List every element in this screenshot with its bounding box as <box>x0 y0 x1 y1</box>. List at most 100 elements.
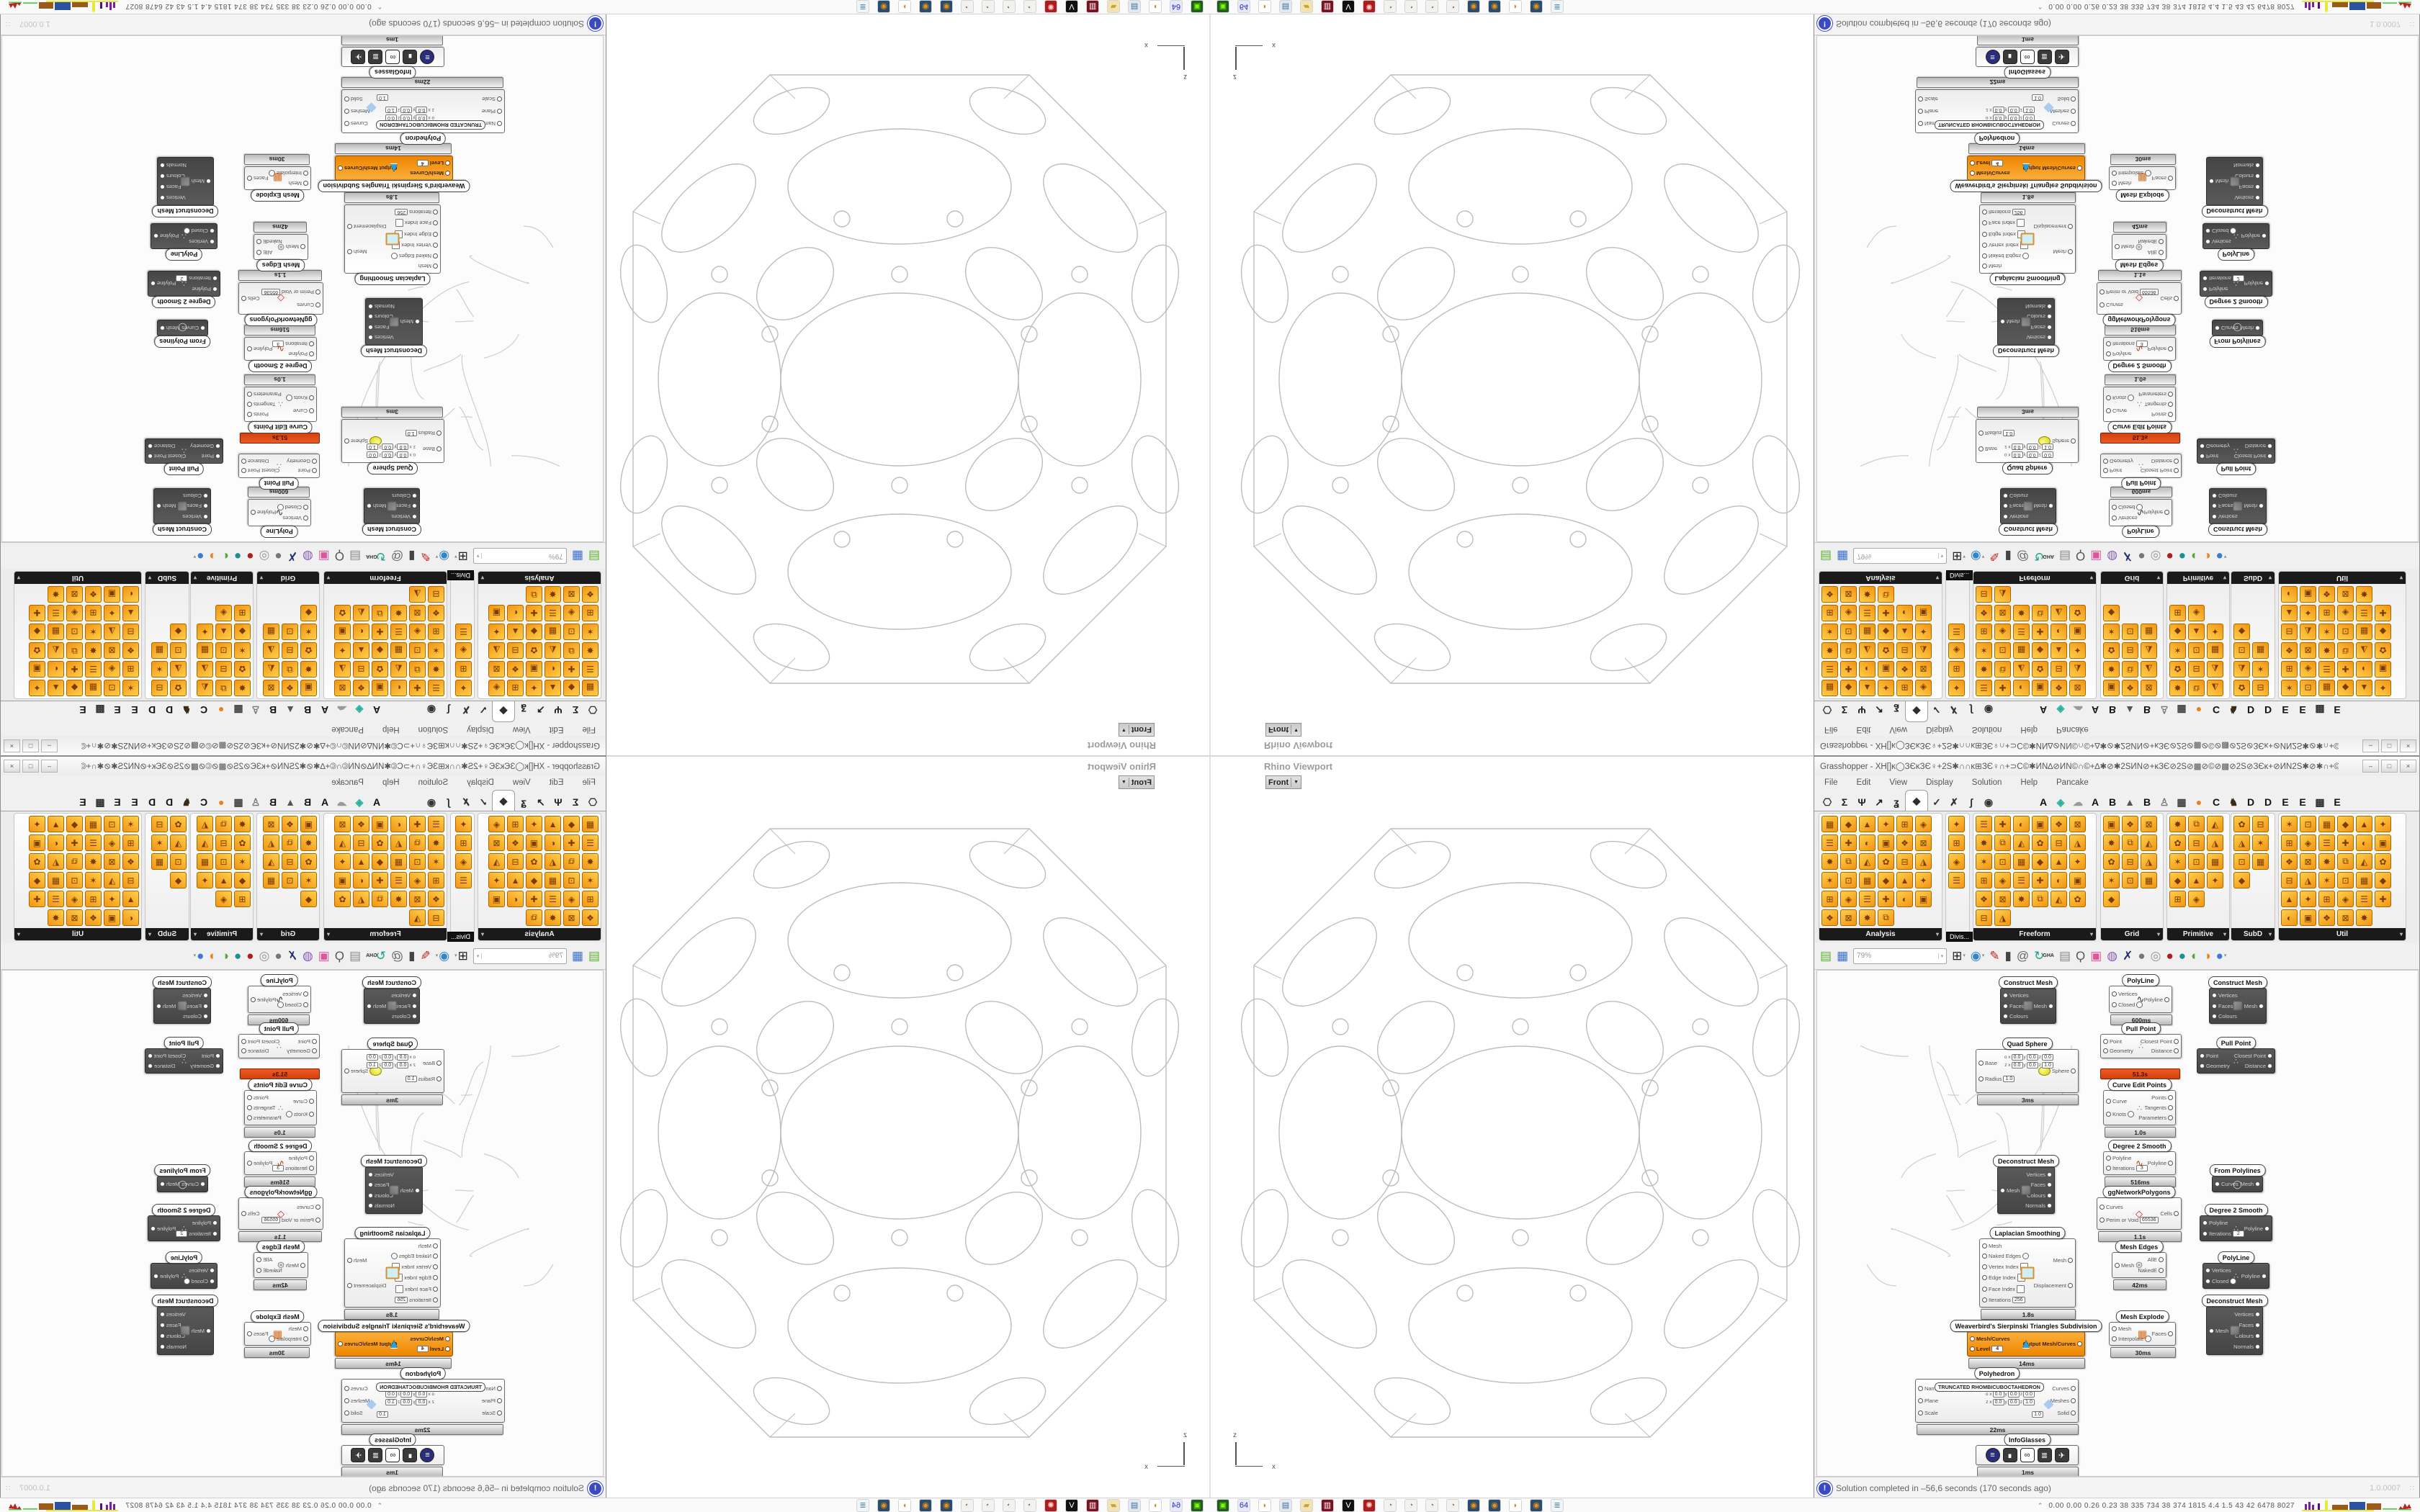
component-icon[interactable]: ⊞ <box>2281 834 2298 851</box>
teal-sphere-icon[interactable]: ● <box>233 549 242 563</box>
output-port[interactable]: Normals <box>368 303 395 310</box>
mesh-edges[interactable]: Mesh AllE NakedE ⊛ <box>254 1252 308 1278</box>
output-port[interactable]: Cells <box>2160 295 2179 302</box>
component-icon[interactable]: ◐ <box>390 816 407 832</box>
curve-edit-points[interactable]: Curve Knots Points Tangents Parameters ∴ <box>244 1090 317 1125</box>
component-icon[interactable]: ✿ <box>2375 853 2391 870</box>
quad-sphere[interactable]: Base Radius 1.0 Sphere o x 0.0 y 0.0 z 0.0 z x 0.0 y… <box>341 419 444 463</box>
gh-category-tab[interactable]: D <box>2264 796 2272 808</box>
input-port[interactable]: Faces <box>2212 1003 2233 1009</box>
output-port[interactable]: Normals <box>2233 1344 2260 1350</box>
component-icon[interactable]: ⊡ <box>1840 872 1857 888</box>
component-icon[interactable]: ◮ <box>1915 853 1932 870</box>
console-green-icon[interactable]: ▣ <box>1191 1500 1203 1511</box>
output-port[interactable]: AllE <box>256 249 272 256</box>
component-icon[interactable]: ⊞ <box>1976 624 1992 640</box>
output-port[interactable]: Meshes <box>344 1398 369 1404</box>
input-port[interactable]: Polyline <box>2106 351 2131 357</box>
ring-sphere-icon[interactable]: ◎ <box>259 549 270 563</box>
gh-category-tab[interactable]: ♞ <box>2228 796 2238 808</box>
gh-category-tab[interactable]: ▲ <box>285 704 295 716</box>
output-port[interactable]: Faces <box>160 184 181 190</box>
component-icon[interactable]: ⊠ <box>66 586 83 603</box>
component-icon[interactable]: ⊡ <box>104 816 120 832</box>
gh-category-tab[interactable]: B <box>2108 704 2117 716</box>
output-port[interactable]: NakedE <box>2138 1267 2164 1274</box>
component-icon[interactable]: ⊠ <box>488 661 505 678</box>
save-file-icon[interactable]: ▦ <box>1837 949 1849 963</box>
component-icon[interactable]: ⊡ <box>2300 680 2316 696</box>
port-circle[interactable] <box>390 1252 398 1259</box>
component-icon[interactable]: ❖ <box>2318 586 2335 603</box>
component-icon[interactable]: ⊟ <box>151 680 168 696</box>
component-icon[interactable]: ▲ <box>544 680 561 696</box>
component-icon[interactable]: ◭ <box>2013 661 2030 678</box>
component-icon[interactable]: ⧉ <box>282 834 298 851</box>
component-icon[interactable]: ◈ <box>1915 680 1932 696</box>
component-icon[interactable]: ◐ <box>1896 891 1913 907</box>
component-icon[interactable]: ✶ <box>2169 853 2186 870</box>
component-icon[interactable]: ▣ <box>1878 834 1894 851</box>
component-icon[interactable]: ✿ <box>2103 642 2120 659</box>
component-icon[interactable]: ⧉ <box>1840 853 1857 870</box>
enum-circle-icon[interactable]: ≡ <box>1985 50 2000 64</box>
component-icon[interactable]: ⧉ <box>2032 891 2048 907</box>
blender-icon-3[interactable]: ◉ <box>1531 1 1542 12</box>
notepad-icon[interactable]: ≣ <box>1551 1 1563 12</box>
blender-icon-1[interactable]: ◉ <box>1468 1 1479 12</box>
component-icon[interactable]: ❖ <box>353 680 369 696</box>
gh-category-tab[interactable]: ✗ <box>462 704 470 716</box>
gh-category-tab[interactable]: B <box>303 796 312 808</box>
output-port[interactable]: Solid <box>344 1410 363 1416</box>
canvas-zoom-combo[interactable]: 79% ▾ <box>1853 948 1948 964</box>
component-icon[interactable]: ◈ <box>1840 891 1857 907</box>
component-icon[interactable]: ⊟ <box>507 853 524 870</box>
value-box[interactable]: 256 <box>395 208 408 215</box>
component-icon[interactable]: ☰ <box>390 624 407 640</box>
component-icon[interactable]: ▣ <box>2069 624 2086 640</box>
output-port[interactable]: Displacement <box>347 223 386 230</box>
component-icon[interactable]: ◐ <box>507 605 524 621</box>
component-icon[interactable]: ✦ <box>1948 680 1965 696</box>
input-port[interactable]: Perim or Void 65536 <box>261 1216 321 1223</box>
output-port[interactable]: Polyline <box>2244 1225 2269 1232</box>
gumball-icon[interactable]: ◍ <box>2107 949 2118 963</box>
component-icon[interactable]: ◐ <box>390 680 407 696</box>
port-circle[interactable] <box>2022 1252 2030 1259</box>
output-port[interactable]: Vertices <box>2234 1311 2260 1318</box>
component-icon[interactable]: ✿ <box>234 834 251 851</box>
input-port[interactable]: Level 4 <box>416 160 450 166</box>
component-icon[interactable]: ⊡ <box>2122 872 2138 888</box>
component-icon[interactable]: ⊠ <box>2069 680 2086 696</box>
component-icon[interactable]: ⊟ <box>507 642 524 659</box>
component-icon[interactable]: ◈ <box>1948 642 1965 659</box>
component-icon[interactable]: ◆ <box>234 872 251 888</box>
component-icon[interactable]: ☰ <box>85 661 102 678</box>
scale-value-box[interactable]: 1.0 <box>377 1411 388 1418</box>
floppy-64-icon[interactable]: 64 <box>1238 1 1250 12</box>
component-icon[interactable]: ▲ <box>215 872 232 888</box>
component-icon[interactable]: ❖ <box>1896 834 1913 851</box>
output-port[interactable]: Polyline <box>2148 346 2173 352</box>
red-sphere-icon[interactable]: ● <box>2166 949 2174 963</box>
input-port[interactable]: Edge Index <box>395 1274 438 1282</box>
output-port[interactable]: Distance <box>2151 1048 2179 1054</box>
gh-category-tab[interactable]: ↗ <box>537 796 545 808</box>
value-box[interactable]: 3 <box>2136 1164 2148 1171</box>
menu-edit[interactable]: Edit <box>549 725 564 734</box>
component-icon[interactable]: ✸ <box>428 834 444 851</box>
output-port[interactable]: Meshes <box>344 108 369 114</box>
component-icon[interactable]: ☰ <box>2013 624 2030 640</box>
component-icon[interactable]: ⧉ <box>563 853 580 870</box>
gh-category-tab[interactable]: C <box>200 704 208 716</box>
input-port[interactable]: Plane <box>1918 108 1938 114</box>
palette-icon-1[interactable]: ◔ <box>1024 1 1036 12</box>
input-port[interactable]: Base <box>423 446 442 452</box>
output-port[interactable]: Normals <box>2025 1202 2052 1209</box>
component-icon[interactable]: ◭ <box>2207 680 2223 696</box>
input-port[interactable]: Colours <box>2003 492 2028 499</box>
input-port[interactable]: Plane <box>1918 1398 1938 1404</box>
component-icon[interactable]: ⊠ <box>409 605 426 621</box>
input-port[interactable]: Radius 1.0 <box>1978 1076 2015 1083</box>
input-port[interactable]: Closed <box>2205 1277 2237 1284</box>
